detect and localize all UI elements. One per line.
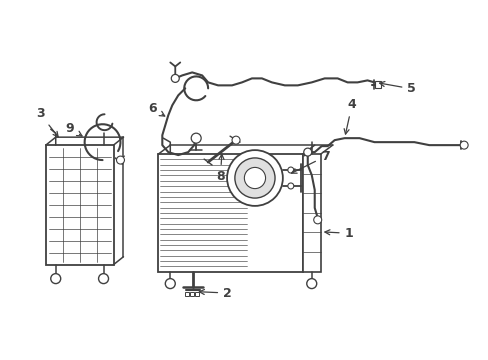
Text: 9: 9 (65, 122, 82, 136)
Circle shape (116, 156, 124, 164)
Text: 7: 7 (291, 150, 329, 173)
Circle shape (171, 75, 179, 82)
Circle shape (232, 136, 240, 144)
Circle shape (226, 150, 282, 206)
Circle shape (459, 141, 467, 149)
Circle shape (244, 167, 265, 189)
Circle shape (306, 279, 316, 289)
Text: 4: 4 (344, 98, 356, 134)
Circle shape (51, 274, 61, 284)
Circle shape (287, 183, 293, 189)
Bar (158, 154, 302, 272)
Circle shape (191, 133, 201, 143)
Bar (185, 292, 189, 296)
Circle shape (234, 158, 274, 198)
Text: 1: 1 (324, 227, 353, 240)
Text: 6: 6 (148, 102, 164, 116)
Bar (195, 292, 199, 296)
Circle shape (99, 274, 108, 284)
Text: 8: 8 (216, 154, 224, 183)
Circle shape (165, 279, 175, 289)
Text: 2: 2 (199, 287, 231, 300)
Bar (46, 145, 113, 265)
Circle shape (313, 216, 321, 224)
Bar (190, 292, 194, 296)
Bar (302, 154, 320, 272)
Circle shape (287, 167, 293, 173)
Text: 5: 5 (379, 81, 415, 95)
Bar (375, 81, 381, 88)
Text: 3: 3 (36, 107, 58, 137)
Circle shape (303, 148, 311, 156)
